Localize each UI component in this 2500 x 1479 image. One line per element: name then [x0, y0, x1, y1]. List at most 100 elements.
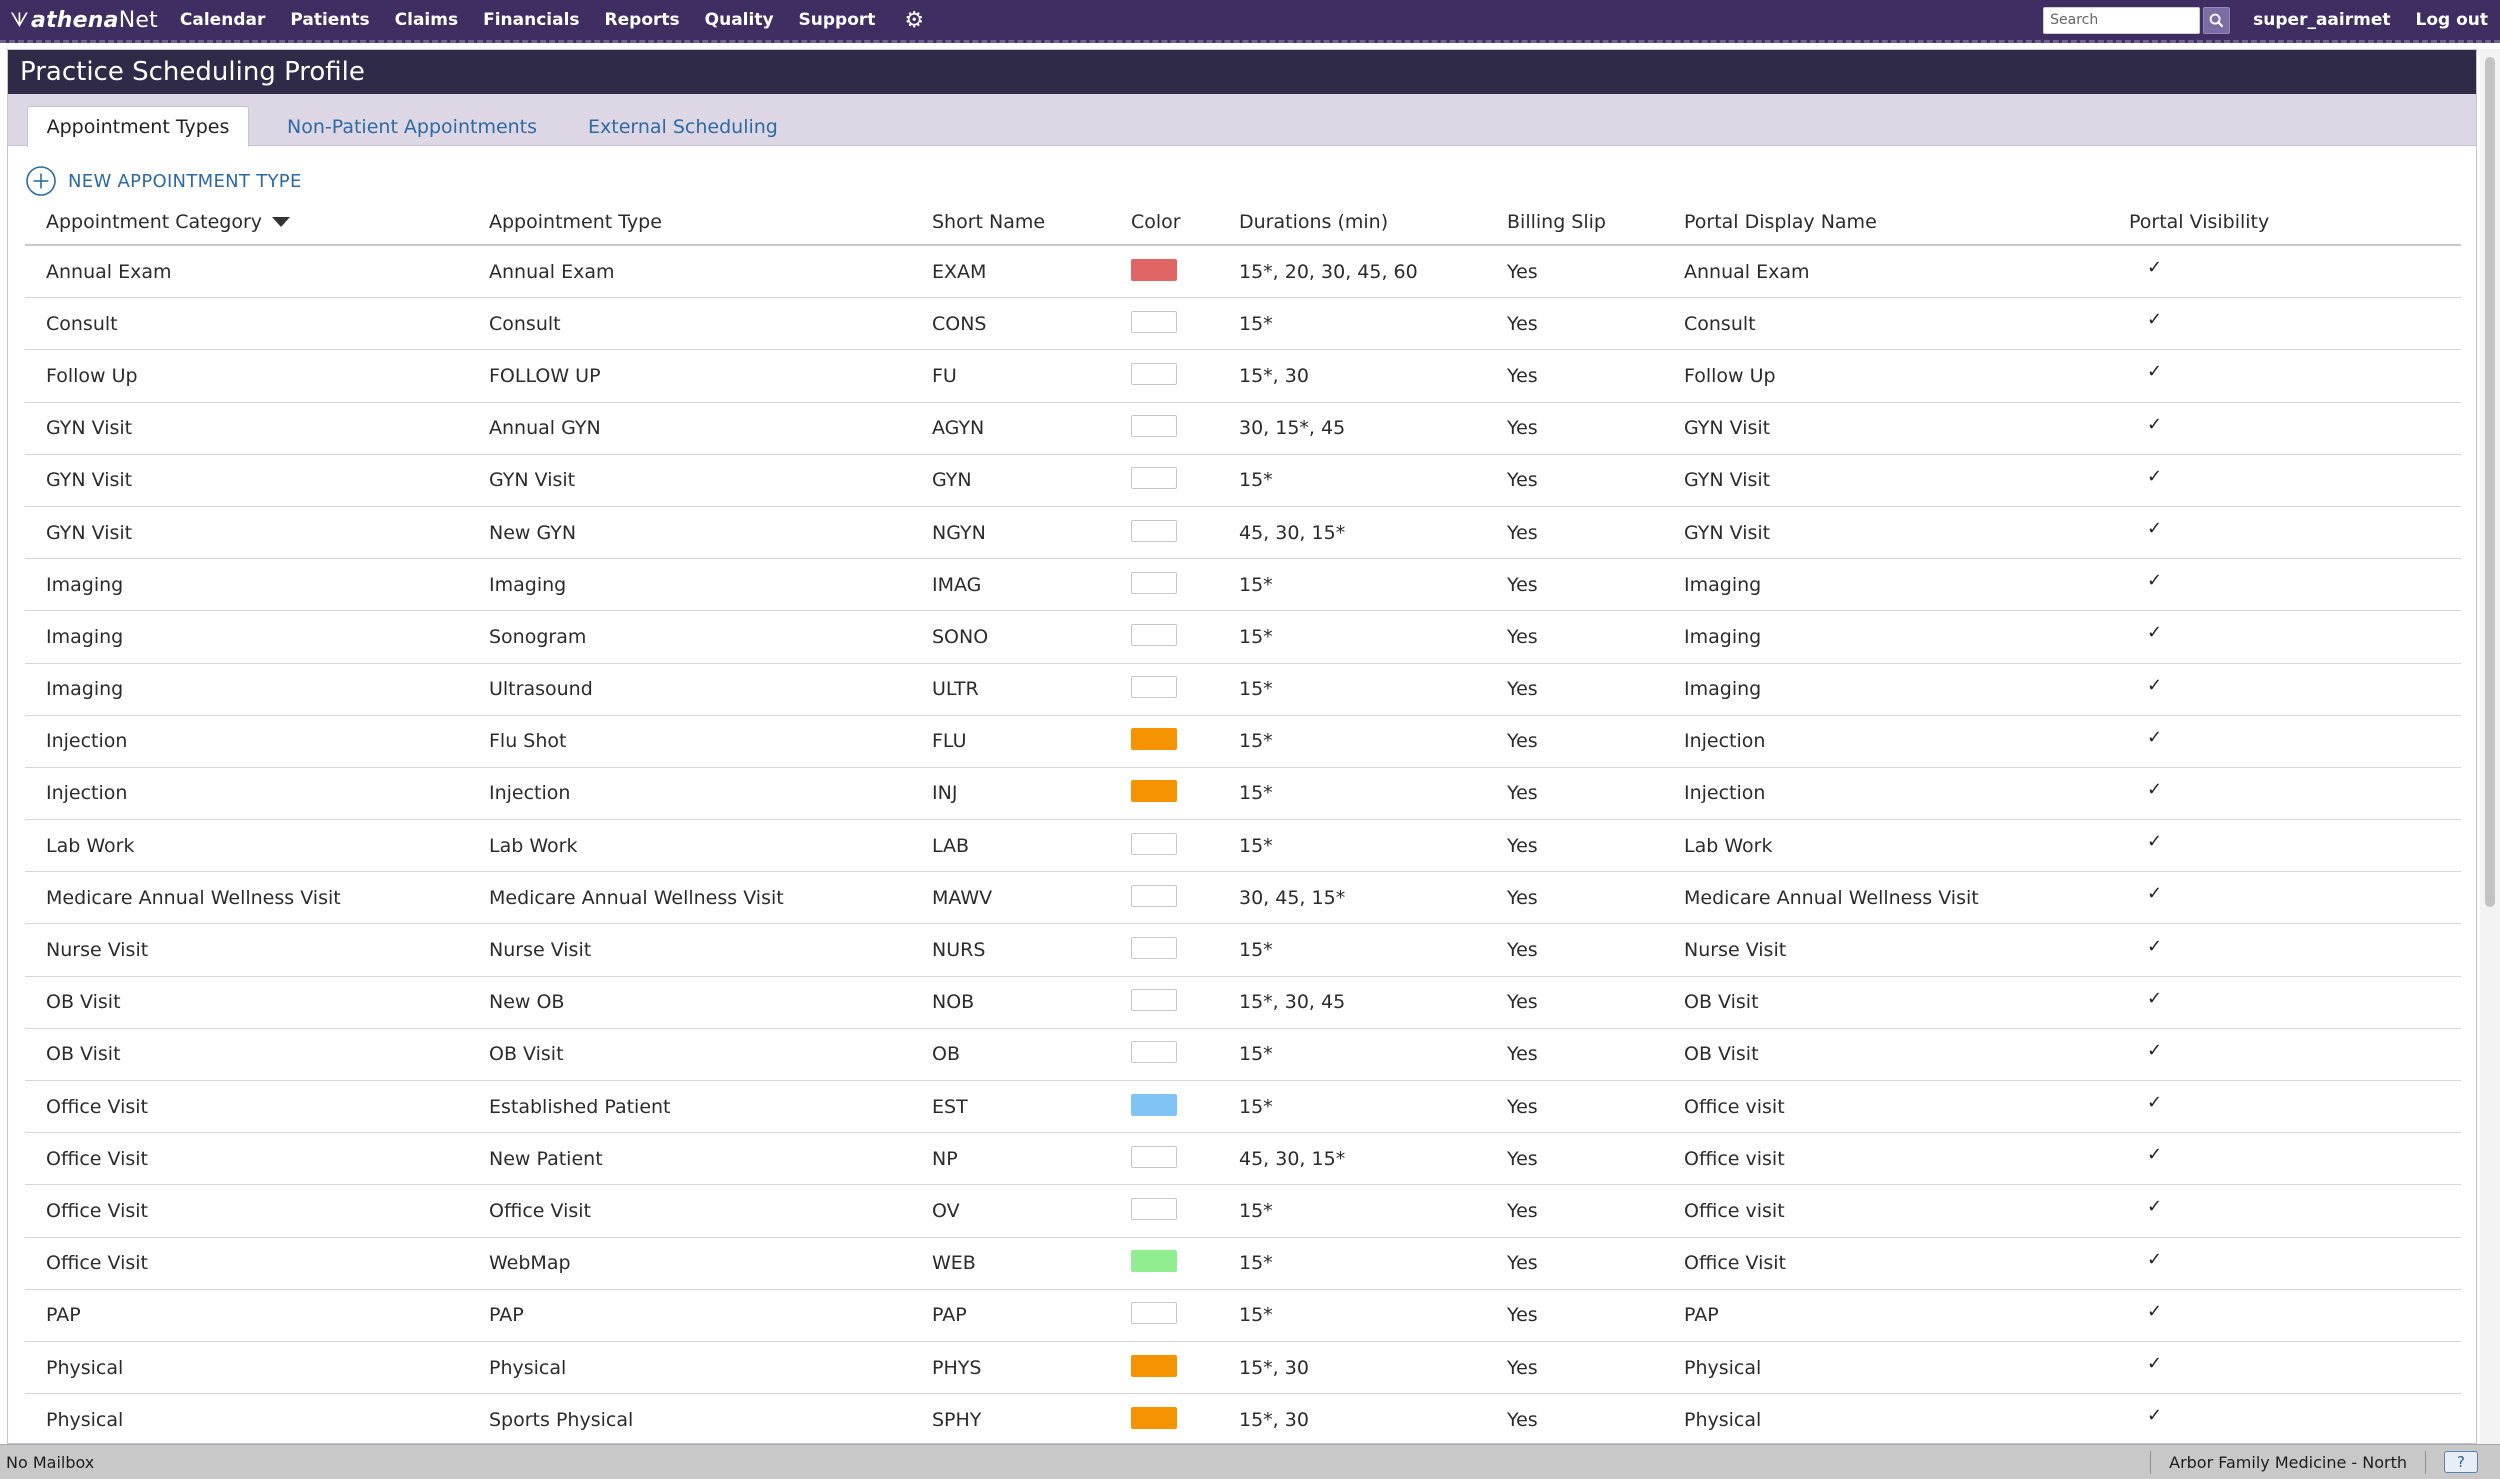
cell-portal-display-name: PAP [1684, 1304, 1719, 1327]
nav-reports[interactable]: Reports [604, 10, 680, 30]
nav-calendar[interactable]: Calendar [179, 10, 266, 30]
checkmark-icon: ✓ [2147, 413, 2163, 435]
header-portal-visibility[interactable]: Portal Visibility [2129, 211, 2270, 233]
color-swatch [1131, 884, 1177, 907]
table-row[interactable]: Physical Physical PHYS 15*, 30 Yes Physical ✓ [25, 1342, 2461, 1395]
add-circle-icon [26, 166, 56, 196]
practice-name[interactable]: Arbor Family Medicine - North [2150, 1450, 2426, 1474]
cell-color [1131, 1029, 1177, 1080]
mailbox-status[interactable]: No Mailbox [6, 1452, 95, 1472]
table-row[interactable]: Injection Injection INJ 15* Yes Injection ✓ [25, 768, 2461, 821]
header-short-name[interactable]: Short Name [932, 211, 1046, 233]
cell-appointment-category: Follow Up [46, 364, 138, 387]
cell-short-name: SONO [932, 625, 989, 648]
table-row[interactable]: GYN Visit GYN Visit GYN 15* Yes GYN Visit ✓ [25, 455, 2461, 507]
table-row[interactable]: Office Visit Office Visit OV 15* Yes Office v… [25, 1185, 2461, 1238]
cell-portal-visibility: ✓ [2147, 924, 2162, 975]
nav-right-group: super_aairmet Log out [2043, 6, 2500, 34]
table-row[interactable]: Consult Consult CONS 15* Yes Consult ✓ [25, 298, 2461, 351]
cell-appointment-type: Annual Exam [489, 260, 615, 283]
checkmark-icon: ✓ [2147, 309, 2163, 331]
cell-appointment-type: New OB [489, 991, 565, 1014]
vertical-scrollbar[interactable] [2480, 49, 2500, 1444]
appointment-types-table: Appointment Category Appointment Type Sh… [25, 200, 2461, 1447]
cell-portal-visibility: ✓ [2147, 664, 2162, 715]
cell-billing-slip: Yes [1507, 625, 1538, 648]
nav-patients[interactable]: Patients [290, 10, 370, 30]
checkmark-icon: ✓ [2147, 1353, 2163, 1375]
cell-durations: 15* [1239, 678, 1273, 701]
header-appointment-category[interactable]: Appointment Category [46, 200, 291, 244]
table-row[interactable]: GYN Visit New GYN NGYN 45, 30, 15* Yes GYN Vi… [25, 507, 2461, 560]
cell-portal-display-name: GYN Visit [1684, 521, 1771, 544]
header-billing-slip[interactable]: Billing Slip [1507, 211, 1606, 233]
nav-financials[interactable]: Financials [483, 10, 580, 30]
logout-link[interactable]: Log out [2415, 10, 2488, 30]
cell-appointment-type: OB Visit [489, 1043, 564, 1066]
header-color[interactable]: Color [1131, 211, 1181, 233]
table-row[interactable]: Office Visit New Patient NP 45, 30, 15* Yes O… [25, 1133, 2461, 1186]
header-durations[interactable]: Durations (min) [1239, 211, 1389, 233]
table-row[interactable]: OB Visit OB Visit OB 15* Yes OB Visit ✓ [25, 1029, 2461, 1081]
help-icon[interactable]: ? [2444, 1451, 2478, 1473]
table-row[interactable]: Follow Up FOLLOW UP FU 15*, 30 Yes Follow Up ✓ [25, 350, 2461, 403]
athenanet-logo[interactable]: ᗐ athena Net [10, 8, 158, 33]
cell-portal-visibility: ✓ [2147, 1394, 2162, 1445]
cell-billing-slip: Yes [1507, 939, 1538, 962]
cell-portal-display-name: Office visit [1684, 1095, 1785, 1118]
color-swatch [1131, 1250, 1177, 1273]
cell-billing-slip: Yes [1507, 521, 1538, 544]
table-row[interactable]: Lab Work Lab Work LAB 15* Yes Lab Work ✓ [25, 820, 2461, 873]
nav-support[interactable]: Support [798, 10, 876, 30]
cell-short-name: NGYN [932, 521, 986, 544]
nav-claims[interactable]: Claims [394, 10, 459, 30]
table-row[interactable]: GYN Visit Annual GYN AGYN 30, 15*, 45 Yes GYN… [25, 403, 2461, 455]
cell-appointment-type: Ultrasound [489, 678, 593, 701]
nav-quality[interactable]: Quality [704, 10, 774, 30]
table-row[interactable]: Imaging Imaging IMAG 15* Yes Imaging ✓ [25, 559, 2461, 612]
cell-durations: 15* [1239, 1304, 1273, 1327]
cell-color [1131, 246, 1177, 297]
tab-non-patient-appointments[interactable]: Non-Patient Appointments [287, 115, 538, 138]
table-row[interactable]: Imaging Sonogram SONO 15* Yes Imaging ✓ [25, 611, 2461, 664]
cell-appointment-type: New Patient [489, 1147, 603, 1170]
tab-external-scheduling[interactable]: External Scheduling [588, 115, 778, 138]
cell-portal-visibility: ✓ [2147, 872, 2162, 923]
tab-appointment-types[interactable]: Appointment Types [27, 106, 249, 147]
search-button[interactable] [2203, 6, 2231, 34]
cell-appointment-category: Injection [46, 782, 128, 805]
table-row[interactable]: Annual Exam Annual Exam EXAM 15*, 20, 30, 4… [25, 246, 2461, 299]
table-row[interactable]: Imaging Ultrasound ULTR 15* Yes Imaging ✓ [25, 664, 2461, 716]
cell-appointment-category: GYN Visit [46, 521, 133, 544]
cell-short-name: NOB [932, 991, 975, 1014]
table-row[interactable]: Office Visit WebMap WEB 15* Yes Office Visit ✓ [25, 1238, 2461, 1290]
checkmark-icon: ✓ [2147, 935, 2163, 957]
scrollbar-thumb[interactable] [2485, 57, 2495, 907]
header-appointment-category-label: Appointment Category [46, 211, 263, 233]
cell-color [1131, 611, 1177, 662]
new-appointment-type-button[interactable]: NEW APPOINTMENT TYPE [25, 164, 302, 198]
checkmark-icon: ✓ [2147, 883, 2163, 905]
cell-appointment-category: Injection [46, 730, 128, 753]
cell-billing-slip: Yes [1507, 1043, 1538, 1066]
header-appointment-type[interactable]: Appointment Type [489, 211, 662, 233]
header-portal-display-name[interactable]: Portal Display Name [1684, 211, 1877, 233]
cell-appointment-category: Imaging [46, 573, 124, 596]
table-row[interactable]: Injection Flu Shot FLU 15* Yes Injection ✓ [25, 716, 2461, 768]
table-row[interactable]: Nurse Visit Nurse Visit NURS 15* Yes Nurse Vi… [25, 924, 2461, 977]
cell-portal-visibility: ✓ [2147, 1238, 2162, 1289]
table-row[interactable]: Medicare Annual Wellness Visit Medicare A… [25, 872, 2461, 925]
table-row[interactable]: OB Visit New OB NOB 15*, 30, 45 Yes OB Visit ✓ [25, 977, 2461, 1029]
cell-appointment-category: Imaging [46, 625, 124, 648]
table-row[interactable]: Physical Sports Physical SPHY 15*, 30 Yes Phy… [25, 1394, 2461, 1447]
cell-color [1131, 820, 1177, 871]
cell-appointment-category: OB Visit [46, 991, 121, 1014]
gear-icon[interactable]: ⚙ [904, 7, 925, 33]
username-link[interactable]: super_aairmet [2253, 10, 2391, 30]
cell-portal-display-name: GYN Visit [1684, 469, 1771, 492]
table-row[interactable]: PAP PAP PAP 15* Yes PAP ✓ [25, 1290, 2461, 1342]
table-row[interactable]: Office Visit Established Patient EST 15* Yes… [25, 1081, 2461, 1134]
search-input[interactable] [2043, 6, 2201, 34]
cell-billing-slip: Yes [1507, 678, 1538, 701]
cell-portal-visibility: ✓ [2147, 350, 2162, 401]
